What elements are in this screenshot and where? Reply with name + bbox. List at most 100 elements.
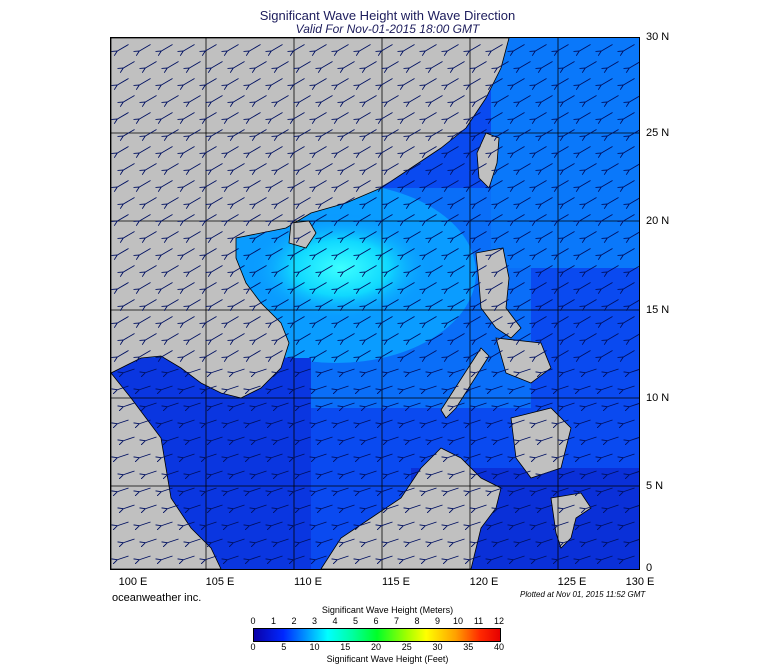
wave-direction-arrow [585,504,597,509]
wave-direction-arrow [519,95,531,103]
wave-direction-arrow [447,555,459,560]
wave-direction-arrow [497,197,509,205]
wave-direction-arrow [227,78,239,86]
wave-direction-arrow [447,487,459,492]
wave-direction-arrow [601,214,613,222]
wave-direction-arrow [365,504,377,509]
wave-direction-arrow [227,282,239,290]
lat-label-20: 20 N [646,215,670,227]
wave-direction-arrow [403,487,415,492]
wave-direction-arrow [233,61,245,69]
wave-direction-arrow [431,163,443,171]
wave-direction-arrow [139,44,151,52]
wave-direction-arrow [491,487,503,492]
wave-direction-arrow [233,538,245,543]
wave-direction-arrow [425,350,437,358]
wave-direction-arrow [315,282,327,290]
wave-direction-arrow [607,504,619,509]
wave-direction-arrow [249,419,261,424]
tick-m-2: 2 [291,616,297,626]
wave-direction-arrow [585,265,597,273]
wave-direction-arrow [453,129,465,137]
wave-direction-arrow [431,436,443,441]
wave-direction-arrow [623,282,635,290]
wave-map-svg [111,38,639,569]
colorbar-ticks-feet: 0 5 10 15 20 25 30 35 40 [250,642,504,654]
wave-direction-arrow [271,248,283,256]
tick-ft-0: 0 [250,642,256,652]
wave-direction-arrow [535,385,547,390]
wave-direction-arrow [623,487,635,492]
tick-m-3: 3 [311,616,318,626]
wave-direction-arrow [607,129,619,137]
wave-direction-arrow [513,146,525,154]
wave-direction-arrow [535,282,547,290]
wave-direction-arrow [211,436,223,441]
wave-direction-arrow [189,95,201,103]
colorbar-title-meters: Significant Wave Height (Meters) [321,605,454,615]
wave-direction-arrow [475,402,487,407]
wave-direction-arrow [211,197,223,205]
wave-direction-arrow [381,282,393,290]
wave-direction-arrow [189,299,201,307]
tick-ft-40: 40 [493,642,505,652]
wave-direction-arrow [381,453,393,458]
wave-direction-arrow [497,368,509,373]
wave-direction-arrow [293,112,305,120]
wave-direction-arrow [183,112,195,120]
wave-direction-arrow [359,385,371,390]
wave-direction-arrow [563,470,575,475]
wave-direction-arrow [623,350,635,358]
wave-direction-arrow [409,470,421,475]
wave-direction-arrow [359,521,371,526]
wave-direction-arrow [629,471,639,475]
wave-direction-arrow [387,129,399,137]
wave-direction-arrow [123,129,135,137]
wave-direction-arrow [447,385,459,390]
wave-direction-arrow [299,95,311,103]
wave-direction-arrow [211,129,223,137]
wave-direction-arrow [227,214,239,222]
wave-direction-arrow [453,231,465,239]
wave-direction-arrow [255,504,267,509]
wave-direction-arrow [337,487,349,492]
wave-direction-arrow [387,333,399,341]
wave-direction-arrow [409,402,421,407]
wave-direction-arrow [519,299,531,307]
wave-direction-arrow [607,197,619,205]
wave-direction-arrow [183,419,195,424]
wave-direction-arrow [469,78,481,86]
wave-direction-arrow [497,129,509,137]
wave-direction-arrow [123,265,135,273]
wave-direction-arrow [359,44,371,52]
wave-direction-arrow [117,146,129,154]
colorbar-ticks-meters: 0 1 2 3 4 5 6 7 8 9 10 11 12 [250,616,504,628]
wave-direction-arrow [343,504,355,509]
wave-direction-arrow [139,487,151,492]
wave-direction-arrow [277,538,289,543]
wave-direction-arrow [447,282,459,290]
wave-direction-arrow [601,112,613,120]
wave-direction-arrow [233,333,245,341]
wave-direction-arrow [315,487,327,492]
wave-direction-arrow [431,95,443,103]
lon-label-115: 115 E [382,576,410,588]
wave-direction-arrow [183,214,195,222]
wave-direction-arrow [409,129,421,137]
wave-direction-arrow [189,163,201,171]
wave-direction-arrow [519,197,531,205]
wave-direction-arrow [585,61,597,69]
wave-direction-arrow [469,146,481,154]
wave-direction-arrow [585,299,597,307]
wave-direction-arrow [365,265,377,273]
wave-direction-arrow [183,521,195,526]
wave-direction-arrow [167,163,179,171]
wave-direction-arrow [117,385,129,390]
wave-direction-arrow [431,61,443,69]
wave-direction-arrow [233,436,245,441]
wave-direction-arrow [299,129,311,137]
wave-direction-arrow [497,163,509,171]
wave-direction-arrow [293,521,305,526]
wave-direction-arrow [409,265,421,273]
wave-direction-arrow [403,78,415,86]
